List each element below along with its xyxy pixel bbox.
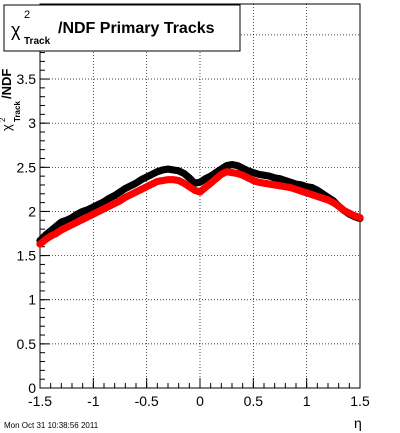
y-tick-label: 1.5: [17, 248, 37, 264]
title-box-frame: [3, 4, 241, 52]
ylabel-rest: /NDF: [0, 69, 14, 99]
title-sup: 2: [24, 9, 30, 21]
x-tick-label: -1: [87, 393, 100, 409]
y-tick-label: 0: [28, 380, 36, 396]
x-axis-label: η: [354, 415, 362, 431]
y-tick-label: 2: [28, 203, 36, 219]
axis-ticks: [39, 7, 361, 389]
y-tick-label: 2.5: [17, 159, 37, 175]
y-tick-label: 1: [28, 292, 36, 308]
data-markers: [36, 161, 364, 248]
ylabel-chi: χ: [0, 124, 14, 131]
y-tick-label: 3: [28, 115, 36, 131]
title-rest: /NDF Primary Tracks: [58, 20, 215, 37]
x-tick-label: -0.5: [135, 393, 159, 409]
timestamp: Mon Oct 31 10:38:56 2011: [4, 421, 99, 430]
x-tick-label: -1.5: [28, 393, 52, 409]
y-tick-label: 3.5: [17, 71, 37, 87]
title-box: χ 2 Track /NDF Primary Tracks: [3, 4, 241, 52]
x-tick-label: 0.5: [244, 393, 264, 409]
data-point: [356, 214, 364, 222]
ylabel-sup: 2: [0, 117, 7, 122]
x-tick-label: 1: [303, 393, 311, 409]
x-tick-label: 1.5: [350, 393, 370, 409]
ylabel-sub: Track: [13, 101, 22, 122]
x-tick-label: 0: [196, 393, 204, 409]
title-sub: Track: [24, 36, 51, 47]
title-chi: χ: [11, 20, 21, 40]
y-tick-label: 0.5: [17, 336, 37, 352]
y-axis-label: χ 2 Track /NDF: [0, 69, 22, 131]
